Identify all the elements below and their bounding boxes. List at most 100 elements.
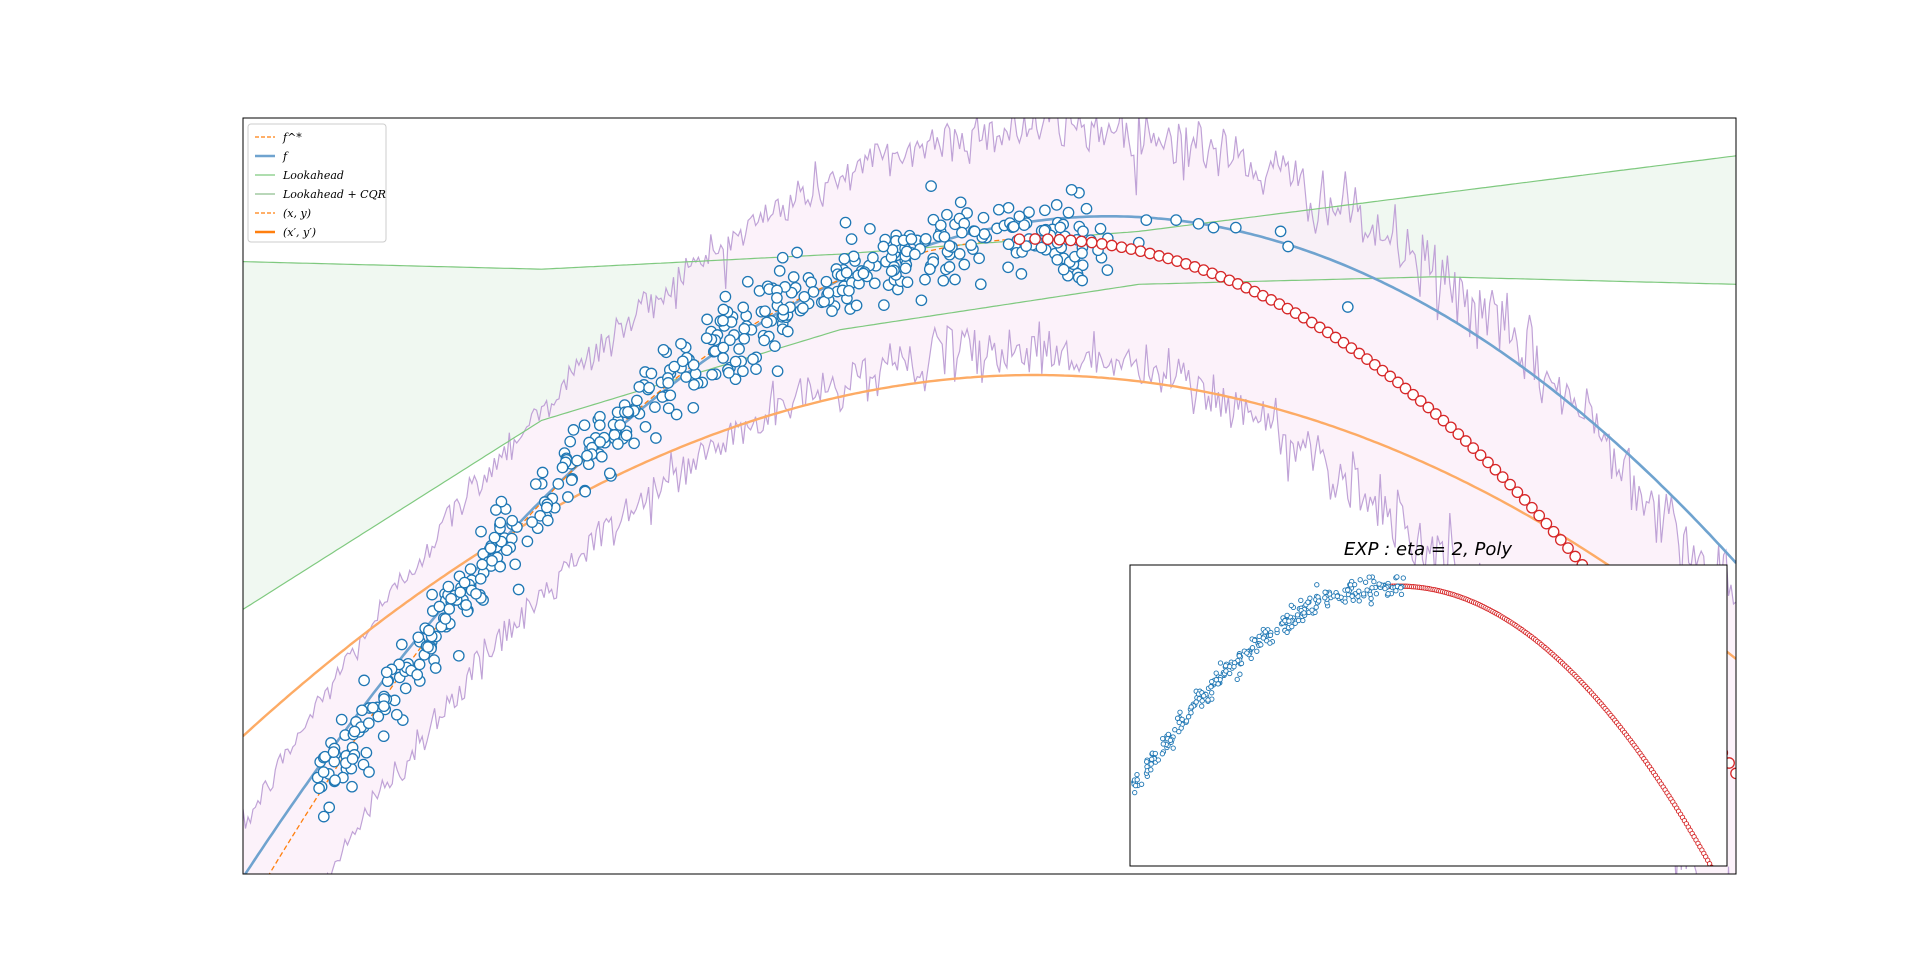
train-point — [965, 239, 977, 251]
train-point — [664, 389, 677, 402]
test-point — [1125, 243, 1137, 255]
train-point — [506, 514, 519, 527]
test-point — [1489, 463, 1502, 476]
train-point — [614, 419, 626, 431]
train-point — [650, 432, 662, 444]
train-point — [701, 313, 713, 326]
test-point — [1540, 517, 1553, 530]
inset-train-point — [1286, 618, 1292, 624]
train-point — [662, 402, 675, 415]
train-point — [747, 353, 759, 366]
train-point — [776, 251, 789, 264]
train-point — [363, 766, 375, 778]
inset-train-point — [1305, 599, 1311, 605]
train-point — [737, 365, 749, 378]
inset-test-point — [1715, 876, 1719, 880]
lookahead-upper-line — [243, 155, 1736, 270]
inset-test-point — [1723, 890, 1727, 894]
test-point — [1041, 233, 1054, 246]
train-point — [954, 196, 967, 209]
train-point — [475, 525, 487, 538]
inset-train-point — [1144, 759, 1150, 765]
train-point — [490, 504, 502, 516]
train-point — [657, 343, 670, 356]
train-point — [978, 228, 991, 240]
train-point — [1192, 217, 1205, 230]
train-point — [974, 278, 987, 291]
test-point — [1064, 234, 1077, 247]
train-point — [717, 314, 729, 327]
train-point — [411, 668, 424, 681]
train-point — [452, 649, 465, 662]
legend-label: f — [282, 150, 289, 163]
test-point — [1085, 236, 1098, 249]
inset-train-point — [1148, 761, 1154, 767]
train-point — [968, 225, 981, 238]
train-point — [956, 226, 968, 239]
inset-train-point — [1177, 709, 1183, 715]
inset-train-point — [1398, 585, 1404, 591]
train-point — [843, 284, 855, 297]
train-point — [358, 674, 370, 687]
train-point — [1002, 201, 1015, 214]
inset-train-point — [1288, 602, 1294, 609]
train-point — [675, 337, 687, 350]
inset-train-point — [1176, 728, 1182, 735]
train-point — [807, 286, 820, 298]
train-point — [741, 275, 754, 288]
train-point — [1039, 204, 1051, 217]
inset-points — [1131, 574, 1729, 897]
inset-plot: EXP : eta = 2, Poly — [1129, 539, 1729, 897]
train-point — [798, 290, 811, 303]
train-point — [317, 810, 330, 823]
main-plot — [242, 117, 1737, 875]
inset-train-point — [1349, 593, 1355, 599]
train-point — [494, 560, 506, 573]
inset-train-point — [1244, 650, 1250, 656]
train-point — [579, 485, 592, 498]
inset-train-point — [1258, 642, 1264, 648]
train-point — [717, 303, 730, 316]
train-point — [992, 203, 1005, 216]
test-point — [1422, 401, 1435, 414]
train-point — [670, 408, 683, 421]
train-point — [445, 592, 457, 605]
train-point — [474, 572, 487, 585]
test-point — [1562, 542, 1574, 554]
train-point — [1002, 261, 1014, 274]
train-point — [564, 435, 577, 448]
train-point — [771, 292, 783, 304]
train-point — [631, 394, 643, 407]
inset-train-point — [1231, 663, 1237, 670]
inset-train-point — [1188, 710, 1194, 716]
legend-entries: f^* f Lookahead Lookahead + CQR (x, y) (x′, y… — [255, 131, 386, 239]
train-point — [562, 491, 574, 503]
inset-test-point — [1725, 893, 1729, 897]
inset-test-point — [1717, 879, 1721, 883]
train-point — [536, 466, 549, 479]
train-point — [426, 588, 438, 601]
inset-train-point — [1183, 718, 1190, 724]
test-point — [1518, 494, 1531, 506]
train-point — [901, 276, 914, 289]
train-point — [1062, 206, 1075, 219]
inset-train-point — [1294, 612, 1301, 618]
inset-train-point — [1356, 588, 1362, 594]
train-point — [643, 381, 655, 394]
inset-train-point — [1201, 693, 1207, 699]
train-point — [688, 378, 700, 391]
train-point — [899, 262, 912, 275]
train-point — [758, 334, 771, 347]
train-point — [845, 233, 858, 245]
train-point — [356, 704, 368, 717]
inset-train-point — [1236, 653, 1242, 659]
train-point — [1050, 199, 1063, 211]
train-point — [820, 275, 833, 288]
train-point — [805, 276, 818, 289]
legend-label: (x′, y′) — [283, 226, 316, 239]
inset-train-point — [1368, 595, 1374, 602]
train-point — [750, 363, 762, 375]
inset-train-point — [1160, 741, 1166, 747]
train-point — [540, 501, 553, 514]
train-point — [567, 424, 580, 436]
